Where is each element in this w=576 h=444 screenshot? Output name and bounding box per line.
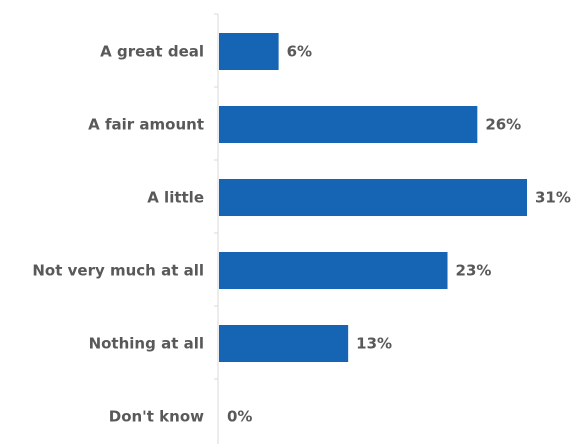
bar-3 [219,252,448,289]
category-label: Not very much at all [32,262,204,280]
value-label: 0% [227,408,252,426]
bar-1 [219,106,478,143]
value-label: 6% [287,43,312,61]
category-label: Nothing at all [89,335,204,353]
value-label: 26% [485,116,521,134]
value-label: 13% [356,335,392,353]
labels-group: A great deal 6% A fair amount 26% A little 31… [32,43,571,426]
bar-4 [219,325,349,362]
category-label: Don't know [109,408,204,426]
bars-group [219,33,527,362]
bar-0 [219,33,279,70]
bar-2 [219,179,527,216]
category-label: A fair amount [88,116,204,134]
axis-group [214,13,219,444]
value-label: 23% [456,262,492,280]
category-label: A great deal [100,43,204,61]
value-label: 31% [535,189,571,207]
category-label: A little [147,189,204,207]
